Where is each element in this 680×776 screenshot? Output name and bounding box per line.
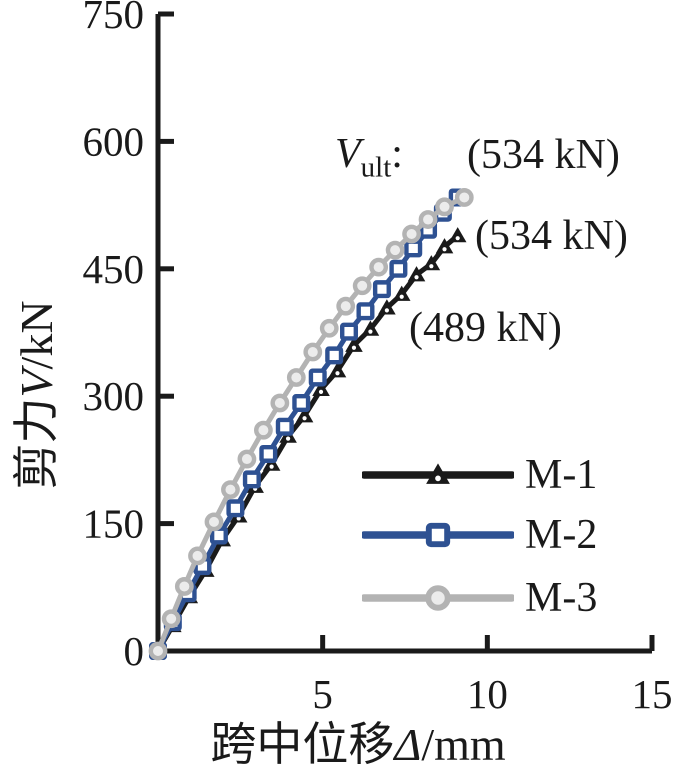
square-marker: [389, 259, 408, 278]
circle-marker: [435, 197, 454, 217]
legend-item-m2: M-2: [362, 511, 597, 559]
vult-colon: :: [391, 131, 403, 177]
circle-marker: [174, 577, 194, 596]
circle-marker: [286, 368, 306, 387]
annotation-value-bottom: (489 kN): [409, 305, 562, 351]
legend-item-m3: M-3: [362, 574, 597, 622]
annotation-value-top: (534 kN): [467, 132, 620, 178]
x-axis-title: 跨中位移Δ/mm: [210, 708, 505, 774]
y-axis-title-prefix: 剪力: [11, 397, 62, 490]
circle-marker: [319, 318, 339, 338]
circle-marker: [188, 546, 207, 566]
circle-marker: [385, 240, 405, 260]
square-marker: [226, 499, 245, 518]
triangle-marker: [378, 299, 396, 315]
circle-marker: [369, 257, 389, 277]
circle-marker: [425, 585, 451, 611]
legend-label-m3: M-3: [525, 575, 598, 621]
legend-swatch-circle-marker: [362, 585, 514, 611]
legend-label-m2: M-2: [525, 512, 598, 558]
x-tick-label-10: 10: [467, 671, 508, 717]
square-marker: [425, 522, 451, 548]
x-tick-label-5: 5: [312, 671, 333, 717]
triangle-marker: [422, 255, 441, 271]
triangle-marker: [345, 336, 363, 352]
x-axis-title-prefix: 跨中位移: [210, 719, 395, 770]
triangle-marker: [392, 285, 411, 301]
triangle-marker: [435, 238, 454, 254]
y-axis-title: 剪力V/kN: [0, 300, 66, 489]
triangle-marker: [407, 266, 426, 282]
y-tick-label-300: 300: [83, 373, 145, 419]
circle-marker: [253, 420, 273, 440]
square-marker: [259, 444, 278, 463]
vult-annotation: Vult:: [335, 130, 403, 182]
triangle-marker: [295, 407, 314, 423]
triangle-marker: [328, 362, 347, 378]
circle-marker: [336, 296, 356, 316]
y-tick-label-150: 150: [83, 501, 145, 547]
square-marker: [404, 239, 423, 258]
triangle-marker: [312, 380, 330, 397]
vult-subscript: ult: [360, 151, 392, 184]
circle-marker: [161, 609, 181, 629]
y-tick-label-750: 750: [83, 0, 145, 37]
x-axis-title-symbol: Δ: [394, 719, 422, 770]
y-tick-label-450: 450: [83, 246, 145, 292]
vult-symbol: V: [335, 131, 361, 177]
circle-marker: [204, 512, 224, 532]
y-tick-label-600: 600: [83, 118, 145, 164]
circle-marker: [270, 393, 290, 413]
series-markers-M-3: [148, 188, 474, 661]
circle-marker: [221, 480, 240, 500]
square-marker: [325, 346, 344, 365]
circle-marker: [454, 188, 474, 207]
square-marker: [356, 302, 375, 321]
triangle-marker: [361, 320, 380, 336]
x-axis-title-suffix: /mm: [421, 719, 506, 770]
square-marker: [340, 322, 359, 341]
circle-marker: [402, 224, 421, 244]
triangle-marker: [426, 463, 450, 484]
square-marker: [242, 470, 261, 489]
square-marker: [275, 417, 294, 436]
triangle-marker: [262, 455, 281, 471]
circle-marker: [418, 210, 438, 229]
legend-swatch-triangle-marker: [362, 463, 514, 484]
circle-marker: [148, 641, 168, 661]
square-marker: [308, 368, 327, 387]
legend-label-m1: M-1: [525, 452, 598, 498]
y-axis-title-symbol: V: [11, 369, 62, 398]
legend-item-m1: M-1: [362, 451, 597, 499]
legend-swatch-square-marker: [362, 522, 514, 548]
circle-marker: [303, 342, 323, 362]
y-tick-label-0: 0: [124, 628, 145, 674]
circle-marker: [237, 449, 257, 469]
y-axis-title-suffix: /kN: [11, 300, 62, 370]
square-marker: [372, 280, 391, 299]
x-tick-label-15: 15: [632, 671, 673, 717]
circle-marker: [352, 276, 372, 296]
triangle-marker: [448, 227, 467, 243]
square-marker: [292, 393, 311, 412]
annotation-value-middle: (534 kN): [475, 213, 628, 259]
